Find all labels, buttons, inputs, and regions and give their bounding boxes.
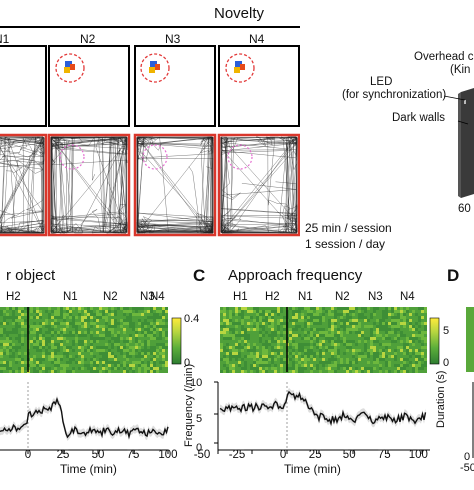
dark-walls-label: Dark walls <box>392 112 446 124</box>
session-label-n1: N1 <box>0 32 10 46</box>
arena-diagrams <box>0 45 300 237</box>
panel-c-session-h2: H2 <box>265 291 280 303</box>
led-sub-label: (for synchronization) <box>342 89 447 101</box>
session-label-n2: N2 <box>80 32 96 46</box>
dark-wall-drawing <box>458 88 474 198</box>
panel-b-xtick-100: 100 <box>158 449 178 461</box>
panel-c-colorbar-tick-1: 0 <box>443 357 450 369</box>
panel-b-xlabel: Time (min) <box>60 462 117 476</box>
overhead-camera-sub: (Kin <box>450 64 471 76</box>
panel-b-plots <box>0 307 182 454</box>
panel-c-plots <box>214 307 440 454</box>
panel-b-xtick-50: 50 <box>91 449 105 461</box>
panel-c-ytick-2: 10 <box>190 377 203 389</box>
trace-plot-b <box>0 382 169 454</box>
object-zone-n4 <box>227 144 253 170</box>
session-label-n3: N3 <box>165 32 181 46</box>
panel-c-session-n1: N1 <box>298 291 313 303</box>
schedule-text-1: 25 min / session <box>305 221 392 235</box>
colorbar-c <box>429 317 440 365</box>
overhead-camera-label: Overhead c <box>414 51 474 63</box>
novelty-header: Novelty <box>214 5 265 22</box>
panel-c-xtick-25: 25 <box>308 449 322 461</box>
panel-b-xtick-25: 25 <box>56 449 70 461</box>
panel-b-session-n3: N3 <box>140 291 155 303</box>
panel-c-session-h1: H1 <box>233 291 248 303</box>
panel-b-session-n2: N2 <box>103 291 118 303</box>
session-label-n4: N4 <box>249 32 265 46</box>
panel-b-colorbar-tick-1: 0 <box>184 357 191 369</box>
panel-d-letter: D <box>447 266 460 285</box>
panel-c-session-n4: N4 <box>400 291 415 303</box>
panel-c-title: Approach frequency <box>228 267 363 284</box>
panel-c-ytick-0: 0 <box>196 442 203 454</box>
heatmap-b <box>0 307 168 373</box>
panel-b-session-h2: H2 <box>6 291 21 303</box>
panel-c-xtick--25: -25 <box>228 449 246 461</box>
panel-c-ytick-1: 5 <box>196 413 203 425</box>
panel-b-session-n4: N4 <box>150 291 165 303</box>
trajectory-n1 <box>0 136 45 234</box>
panel-c-session-n2: N2 <box>335 291 350 303</box>
panel-c-xtick-100: 100 <box>408 449 428 461</box>
panel-c-xtick-50: 50 <box>342 449 356 461</box>
panel-b-xtick-0: 0 <box>24 449 32 461</box>
trace-plot-c <box>214 381 430 454</box>
panel-c-colorbar-tick-0: 5 <box>443 325 450 337</box>
novel-object-n3 <box>140 53 170 83</box>
panel-c-xlabel: Time (min) <box>284 462 341 476</box>
trace-c-axes <box>214 381 430 454</box>
walls-pointer <box>457 120 469 125</box>
panel-d-ytick-0: 0 <box>464 451 471 463</box>
panel-b-xtick-75: 75 <box>126 449 140 461</box>
novel-object-n4 <box>225 53 255 83</box>
panel-b-session-n1: N1 <box>63 291 78 303</box>
led-label: LED <box>370 76 393 88</box>
panel-d-plots <box>466 307 474 458</box>
panel-c-xtick-75: 75 <box>377 449 391 461</box>
panel-d-ylabel: Duration (s) <box>435 370 447 428</box>
object-zone-n2 <box>59 144 85 170</box>
trace-c-line <box>219 390 427 426</box>
panel-c-session-n3: N3 <box>368 291 383 303</box>
arena-box-n3 <box>134 45 216 127</box>
trajectory-n2 <box>50 136 128 234</box>
panel-b-title: r object <box>6 267 56 284</box>
panel-c-letter: C <box>193 266 206 285</box>
heatmap-c <box>220 307 427 373</box>
trace-b-sem-band <box>0 395 168 441</box>
trace-b-line <box>0 396 169 440</box>
panel-c-xtick--50: -50 <box>193 449 211 461</box>
trajectory-n3 <box>136 136 214 234</box>
heatmap-d-sliver <box>466 307 474 372</box>
trace-b-axes <box>0 382 169 454</box>
arena-dimension-label: 60 <box>458 203 471 215</box>
arena-box-n4 <box>218 45 300 127</box>
panel-d-xtick: -50 <box>460 462 474 474</box>
novelty-bracket-line <box>0 26 300 28</box>
led-pointer <box>443 95 466 101</box>
object-zone-n3 <box>142 144 168 170</box>
arena-box-n2 <box>48 45 130 127</box>
colorbar-b <box>171 317 182 365</box>
arena-box-n1 <box>0 45 47 127</box>
schedule-text-2: 1 session / day <box>305 237 386 251</box>
panel-b-colorbar-tick-0: 0.4 <box>184 313 200 325</box>
apparatus-diagram <box>443 88 474 198</box>
novel-object-n2 <box>55 53 85 83</box>
panel-c-xtick-0: 0 <box>279 449 287 461</box>
trajectory-n4 <box>220 136 298 234</box>
